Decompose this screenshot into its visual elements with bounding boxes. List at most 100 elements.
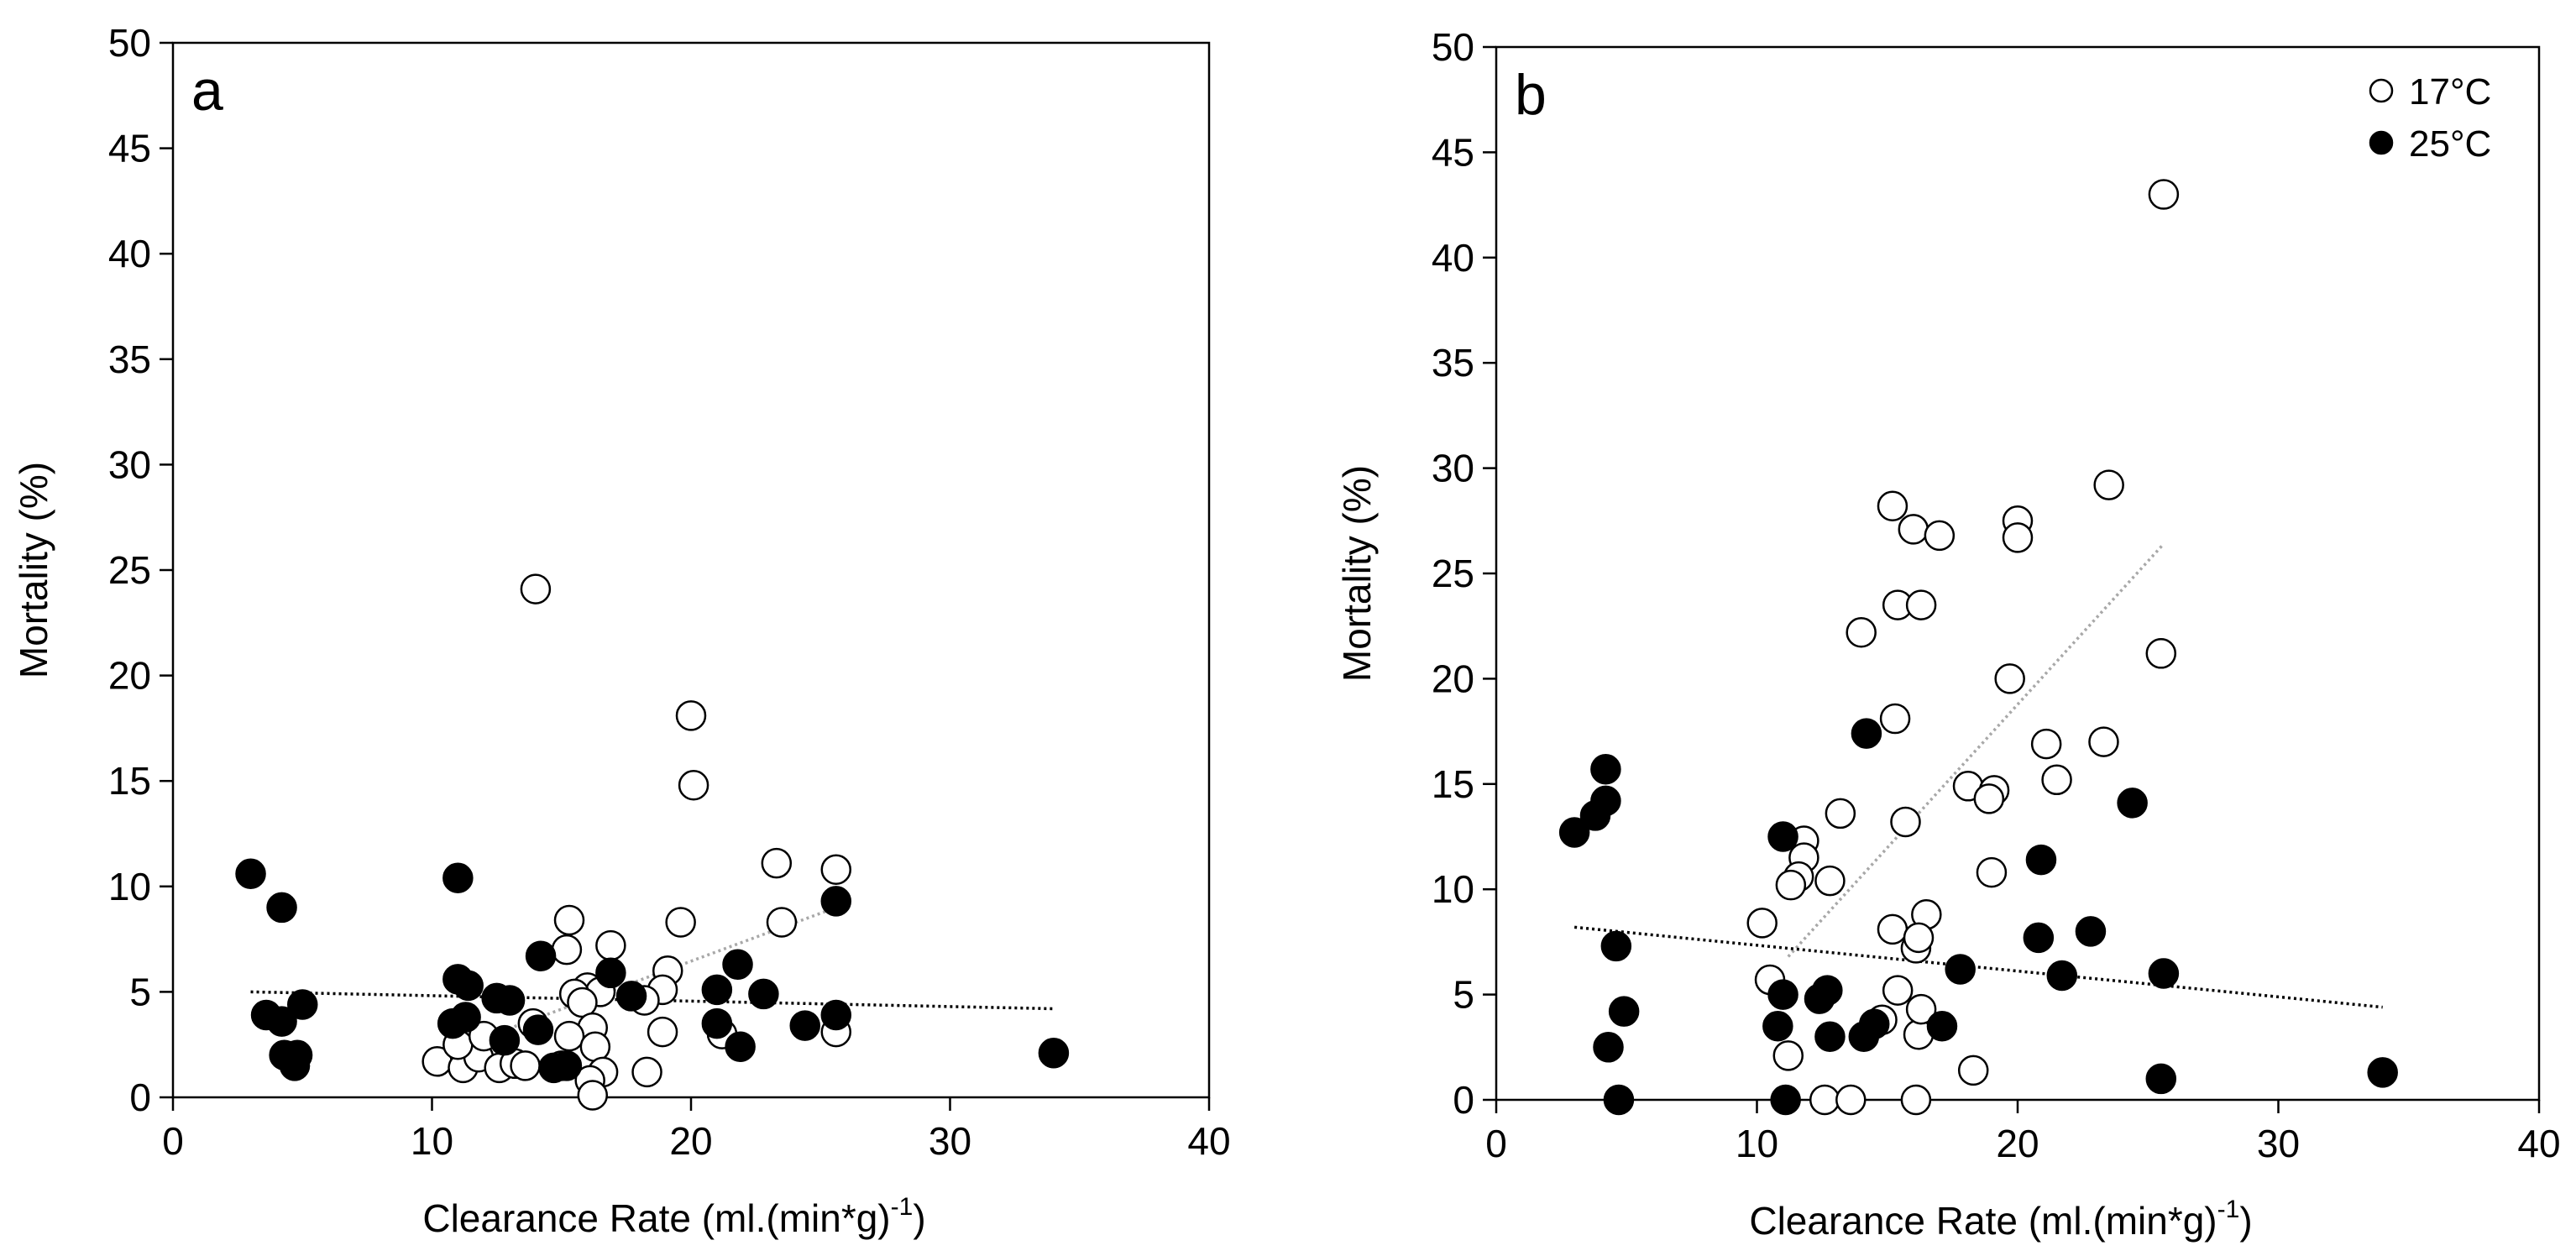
data-point-25c [453, 970, 484, 1002]
data-point-17c [1775, 869, 1807, 901]
x-axis-label-b: Clearance Rate (ml.(min*g)-1) [1749, 1196, 2252, 1243]
trend-lines-b [1573, 542, 2383, 1009]
data-point-17c [675, 700, 707, 731]
data-point-17c [510, 1050, 541, 1081]
x-axis-label-end-a: ) [913, 1196, 925, 1240]
y-tick-label: 50 [1432, 25, 1474, 69]
data-point-17c [1976, 856, 2008, 888]
x-tick-label: 30 [2257, 1122, 2300, 1165]
x-axis-label-a: Clearance Rate (ml.(min*g)-1) [422, 1193, 925, 1240]
data-point-17c [1835, 1084, 1867, 1116]
data-point-17c [1905, 993, 1937, 1025]
data-point-17c [1898, 514, 1929, 545]
data-point-25c [820, 999, 852, 1031]
data-point-17c [665, 907, 696, 938]
data-point-25c [235, 858, 266, 889]
data-point-17c [631, 1056, 662, 1088]
y-axis-ticks-b: 0 5 10 15 20 25 30 35 40 45 50 [1432, 25, 1496, 1122]
data-point-17c [820, 854, 852, 885]
x-tick-label: 10 [411, 1119, 453, 1163]
data-point-17c [1809, 1084, 1840, 1116]
x-tick-label: 30 [929, 1119, 971, 1163]
legend-marker-17c [2369, 78, 2394, 103]
data-point-25c [1812, 975, 1843, 1006]
data-point-25c [1762, 1010, 1793, 1042]
x-axis-label-sup-b: -1 [2217, 1196, 2240, 1223]
data-point-17c [2148, 179, 2180, 210]
y-tick-label: 40 [1432, 236, 1474, 280]
y-tick-label: 10 [108, 865, 151, 908]
data-point-17c [1890, 806, 1921, 838]
data-point-17c [1877, 913, 1908, 945]
y-tick-label: 10 [1432, 867, 1474, 911]
data-point-17c [520, 573, 552, 604]
x-axis-label-main-b: Clearance Rate (ml.(min*g) [1749, 1199, 2217, 1243]
data-point-25c [1945, 954, 1976, 985]
data-point-25c [442, 862, 474, 894]
data-point-25c [525, 940, 557, 971]
data-point-17c [579, 1031, 611, 1062]
data-point-25c [2023, 922, 2055, 954]
x-tick-label: 40 [1187, 1119, 1230, 1163]
x-tick-label: 10 [1736, 1122, 1778, 1165]
y-tick-label: 0 [129, 1075, 151, 1119]
data-point-25c [1858, 1008, 1890, 1039]
y-tick-label: 15 [108, 759, 151, 803]
x-tick-label: 20 [669, 1119, 712, 1163]
y-tick-label: 45 [108, 127, 151, 170]
data-point-25c [701, 974, 733, 1006]
x-tick-label: 40 [2517, 1122, 2560, 1165]
y-tick-label: 35 [1432, 341, 1474, 385]
trend-line-17c [1787, 542, 2165, 958]
legend-label-25c: 25°C [2409, 123, 2491, 165]
y-axis-label-a: Mortality (%) [12, 462, 55, 678]
data-point-17c [1772, 1040, 1804, 1071]
data-point-25c [1770, 1084, 1801, 1116]
data-point-25c [266, 892, 297, 924]
x-axis-ticks-b: 0 10 20 30 40 [1485, 1100, 2561, 1165]
data-point-17c [553, 1020, 585, 1052]
data-point-17c [551, 934, 583, 966]
data-point-17c [1903, 922, 1935, 954]
data-point-25c [1558, 817, 1590, 848]
data-point-25c [701, 1007, 733, 1039]
data-point-25c [1767, 821, 1798, 852]
data-point-25c [1926, 1010, 1958, 1042]
data-point-17c [2041, 764, 2072, 796]
y-tick-label: 25 [1432, 552, 1474, 595]
data-point-17c [2002, 522, 2034, 553]
data-point-25c [615, 981, 647, 1012]
panel-b: 0 5 10 15 20 25 30 35 40 45 50 0 10 20 30 40 b Mortali… [1335, 25, 2561, 1243]
data-points-b [1558, 179, 2398, 1116]
data-point-25c [2117, 788, 2148, 819]
data-point-17c [1882, 975, 1914, 1006]
data-point-17c [595, 929, 626, 961]
data-point-25c [595, 957, 626, 989]
data-point-17c [2145, 638, 2177, 669]
y-tick-label: 25 [108, 548, 151, 592]
data-point-25c [494, 985, 526, 1016]
panel-a: 0 5 10 15 20 25 30 35 40 45 50 0 10 20 30 40 a Mortali… [12, 21, 1231, 1240]
data-point-25c [820, 886, 852, 917]
data-point-25c [1814, 1021, 1846, 1053]
data-point-25c [748, 978, 779, 1010]
data-point-25c [2367, 1057, 2398, 1088]
data-point-17c [1746, 908, 1778, 939]
x-axis-label-sup-a: -1 [891, 1193, 914, 1221]
data-point-25c [789, 1010, 820, 1041]
data-point-25c [2148, 958, 2180, 989]
panel-label-b: b [1515, 63, 1547, 127]
data-point-25c [489, 1024, 521, 1056]
data-point-25c [2046, 960, 2078, 992]
y-tick-label: 50 [108, 21, 151, 65]
data-point-25c [2075, 916, 2107, 947]
data-point-25c [1590, 785, 1621, 817]
data-point-17c [1900, 1084, 1932, 1116]
data-point-25c [1038, 1037, 1070, 1069]
data-point-17c [1814, 865, 1846, 897]
data-point-25c [1600, 930, 1632, 962]
data-point-25c [2025, 844, 2057, 876]
y-tick-label: 40 [108, 232, 151, 275]
data-point-25c [2145, 1063, 2177, 1095]
panel-label-a: a [191, 59, 223, 123]
